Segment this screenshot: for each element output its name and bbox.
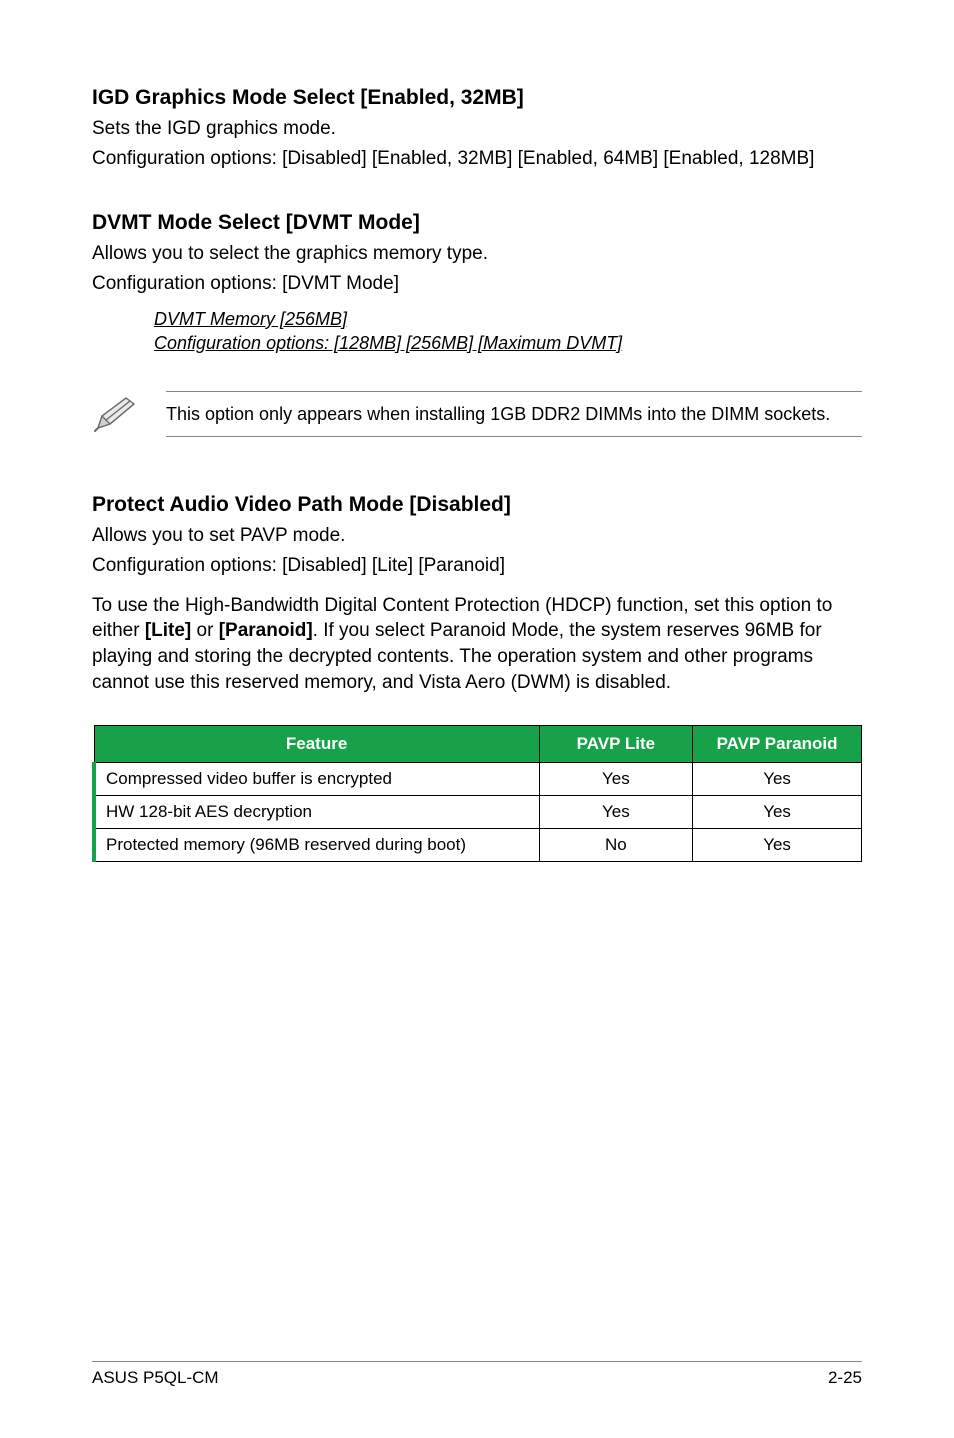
- pavp-table: Feature PAVP Lite PAVP Paranoid Compress…: [92, 725, 862, 862]
- dvmt-sub: DVMT Memory [256MB] Configuration option…: [154, 307, 862, 356]
- text-dvmt-sub1: DVMT Memory [256MB]: [154, 309, 347, 329]
- footer-row: ASUS P5QL-CM 2-25: [92, 1368, 862, 1388]
- note-text: This option only appears when installing…: [166, 392, 862, 436]
- page-footer: ASUS P5QL-CM 2-25: [92, 1361, 862, 1388]
- cell-feature: HW 128-bit AES decryption: [94, 796, 539, 829]
- pavp-bold2: [Paranoid]: [219, 620, 313, 641]
- text-dvmt-1: Allows you to select the graphics memory…: [92, 241, 862, 267]
- note-rule-bottom: [166, 436, 862, 437]
- note-content: This option only appears when installing…: [166, 391, 862, 437]
- th-lite: PAVP Lite: [539, 726, 693, 763]
- text-pavp-para: To use the High-Bandwidth Digital Conten…: [92, 593, 862, 696]
- text-pavp-2: Configuration options: [Disabled] [Lite]…: [92, 553, 862, 579]
- heading-igd: IGD Graphics Mode Select [Enabled, 32MB]: [92, 86, 862, 110]
- table-header-row: Feature PAVP Lite PAVP Paranoid: [94, 726, 862, 763]
- text-pavp-1: Allows you to set PAVP mode.: [92, 523, 862, 549]
- cell-paranoid: Yes: [693, 796, 862, 829]
- section-igd: IGD Graphics Mode Select [Enabled, 32MB]…: [92, 86, 862, 171]
- section-pavp: Protect Audio Video Path Mode [Disabled]…: [92, 493, 862, 862]
- th-feature: Feature: [94, 726, 539, 763]
- note-block: This option only appears when installing…: [92, 391, 862, 437]
- heading-pavp: Protect Audio Video Path Mode [Disabled]: [92, 493, 862, 517]
- heading-dvmt: DVMT Mode Select [DVMT Mode]: [92, 211, 862, 235]
- cell-lite: Yes: [539, 796, 693, 829]
- cell-lite: No: [539, 829, 693, 862]
- cell-paranoid: Yes: [693, 829, 862, 862]
- pencil-icon: [92, 394, 140, 434]
- text-igd-1: Sets the IGD graphics mode.: [92, 116, 862, 142]
- footer-rule: [92, 1361, 862, 1362]
- footer-right: 2-25: [828, 1368, 862, 1388]
- pavp-bold1: [Lite]: [145, 620, 191, 641]
- cell-feature: Compressed video buffer is encrypted: [94, 763, 539, 796]
- section-dvmt: DVMT Mode Select [DVMT Mode] Allows you …: [92, 211, 862, 355]
- cell-lite: Yes: [539, 763, 693, 796]
- th-paranoid: PAVP Paranoid: [693, 726, 862, 763]
- cell-feature: Protected memory (96MB reserved during b…: [94, 829, 539, 862]
- table-row: HW 128-bit AES decryption Yes Yes: [94, 796, 862, 829]
- text-dvmt-sub2: Configuration options: [128MB] [256MB] […: [154, 333, 622, 353]
- table-row: Protected memory (96MB reserved during b…: [94, 829, 862, 862]
- text-igd-2: Configuration options: [Disabled] [Enabl…: [92, 146, 862, 172]
- table-row: Compressed video buffer is encrypted Yes…: [94, 763, 862, 796]
- text-dvmt-2: Configuration options: [DVMT Mode]: [92, 271, 862, 297]
- pavp-mid: or: [191, 620, 218, 641]
- page: IGD Graphics Mode Select [Enabled, 32MB]…: [0, 0, 954, 1438]
- footer-left: ASUS P5QL-CM: [92, 1368, 219, 1388]
- cell-paranoid: Yes: [693, 763, 862, 796]
